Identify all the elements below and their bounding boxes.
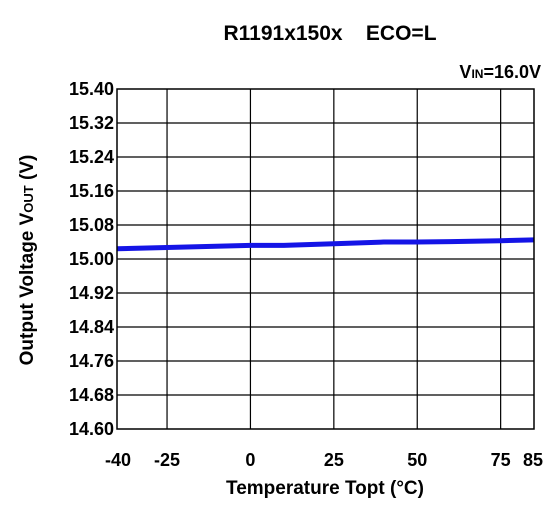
x-tick-label: 50: [407, 450, 427, 470]
y-tick-label: 15.32: [69, 113, 114, 133]
x-tick-label: -25: [154, 450, 180, 470]
y-tick-label: 15.00: [69, 249, 114, 269]
y-axis-title: Output Voltage VOUT (V): [17, 155, 38, 366]
series-layer: [116, 237, 535, 252]
y-tick-label: 15.40: [69, 79, 114, 99]
y-tick-label: 14.68: [69, 385, 114, 405]
y-tick-label: 15.16: [69, 181, 114, 201]
series-line: [116, 237, 535, 252]
y-tick-label: 15.24: [69, 147, 114, 167]
vin-annotation: VIN=16.0V: [459, 62, 541, 82]
y-tick-label: 14.60: [69, 419, 114, 439]
y-tick-label: 14.84: [69, 317, 114, 337]
x-tick-label: 85: [523, 450, 543, 470]
x-tick-label: 0: [245, 450, 255, 470]
plot-frame: [116, 88, 535, 430]
grid: [117, 89, 534, 429]
y-tick-label: 15.08: [69, 215, 114, 235]
x-tick-label: 75: [491, 450, 511, 470]
y-tick-label: 14.76: [69, 351, 114, 371]
chart-title: R1191x150x ECO=L: [223, 22, 436, 45]
x-axis-title: Temperature Topt (°C): [226, 478, 424, 499]
y-tick-labels: 14.60 14.68 14.76 14.84 14.92 15.00 15.08 15.16…: [69, 79, 114, 439]
x-tick-label: 25: [324, 450, 344, 470]
x-tick-labels: -40 -25 0 25 50 75 85: [105, 450, 543, 470]
x-tick-label: -40: [105, 450, 131, 470]
y-tick-label: 14.92: [69, 283, 114, 303]
